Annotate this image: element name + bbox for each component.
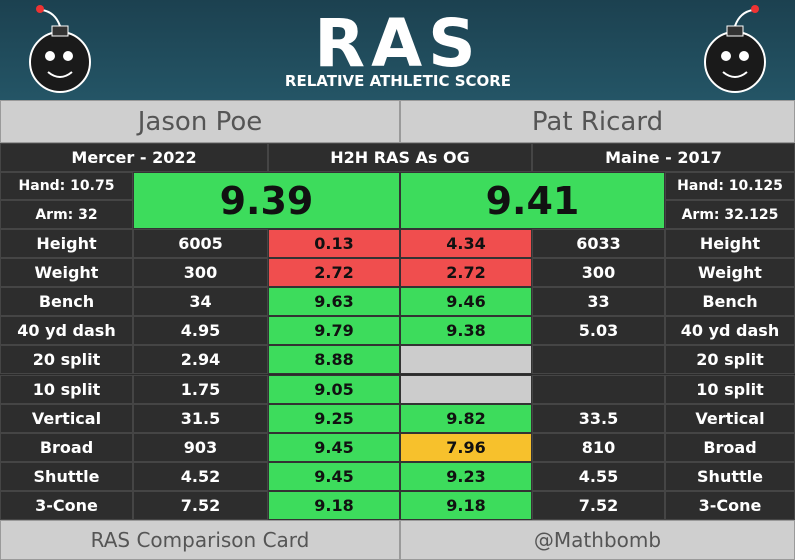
metric-score: 9.18 [400,490,532,520]
ras-score: 9.39 [133,172,400,229]
metric-score: 9.79 [268,316,400,346]
metric-label: Vertical [0,403,133,433]
logo: RAS [314,5,481,82]
metric-label: Bench [665,287,795,317]
metric-label: Height [0,229,133,259]
metric-score: 2.72 [268,258,400,288]
metric-label: Weight [0,258,133,288]
comparison-title: H2H RAS As OG [268,143,532,172]
player-name: Pat Ricard [400,100,795,143]
team: Maine - 2017 [532,143,795,172]
header: RAS RELATIVE ATHLETIC SCORE [0,0,795,100]
metric-score [400,345,532,375]
metric-label: Bench [0,287,133,317]
metric-score: 9.05 [268,374,400,404]
metric-value: 810 [532,432,665,462]
metric-score: 2.72 [400,258,532,288]
metric-value: 7.52 [532,490,665,520]
metric-score: 9.18 [268,490,400,520]
metric-score: 9.23 [400,461,532,491]
player-name: Jason Poe [0,100,400,143]
arm: Arm: 32 [0,200,133,229]
metric-value: 7.52 [133,490,268,520]
mascot-left [29,5,91,93]
metric-label: Height [665,229,795,259]
metric-label: 20 split [665,345,795,375]
metric-value: 33 [532,287,665,317]
metric-label: 20 split [0,345,133,375]
metric-value: 300 [133,258,268,288]
metric-value: 1.75 [133,374,268,404]
metric-label: Broad [665,432,795,462]
metric-value: 2.94 [133,345,268,375]
metric-value: 4.55 [532,461,665,491]
metric-score: 9.38 [400,316,532,346]
team: Mercer - 2022 [0,143,268,172]
header-art: RAS RELATIVE ATHLETIC SCORE [29,5,766,93]
metric-value: 4.52 [133,461,268,491]
metric-label: Vertical [665,403,795,433]
metric-value: 6033 [532,229,665,259]
metric-label: 3-Cone [0,490,133,520]
metric-score: 9.25 [268,403,400,433]
metric-label: Shuttle [665,461,795,491]
metric-label: Shuttle [0,461,133,491]
metric-label: 40 yd dash [665,316,795,346]
metric-value [532,345,665,375]
metric-label: 10 split [665,374,795,404]
logo-subtitle: RELATIVE ATHLETIC SCORE [285,72,511,90]
metric-label: Weight [665,258,795,288]
metric-score: 9.45 [268,432,400,462]
metric-value [532,374,665,404]
metric-score: 9.63 [268,287,400,317]
metric-value: 4.95 [133,316,268,346]
metric-score: 9.82 [400,403,532,433]
metric-label: 10 split [0,374,133,404]
metric-score [400,374,532,404]
metric-score: 9.45 [268,461,400,491]
metric-value: 5.03 [532,316,665,346]
metric-value: 300 [532,258,665,288]
metric-score: 0.13 [268,229,400,259]
footer-text: @Mathbomb [400,520,795,560]
metric-label: 3-Cone [665,490,795,520]
metric-score: 9.46 [400,287,532,317]
metric-value: 33.5 [532,403,665,433]
mascot-right [704,5,766,93]
hand: Hand: 10.125 [665,172,795,200]
metric-value: 6005 [133,229,268,259]
hand: Hand: 10.75 [0,172,133,200]
metric-value: 34 [133,287,268,317]
metric-score: 7.96 [400,432,532,462]
metric-value: 31.5 [133,403,268,433]
metric-value: 903 [133,432,268,462]
metric-score: 8.88 [268,345,400,375]
metric-score: 4.34 [400,229,532,259]
metric-label: Broad [0,432,133,462]
metric-label: 40 yd dash [0,316,133,346]
arm: Arm: 32.125 [665,200,795,229]
ras-score: 9.41 [400,172,665,229]
footer-text: RAS Comparison Card [0,520,400,560]
